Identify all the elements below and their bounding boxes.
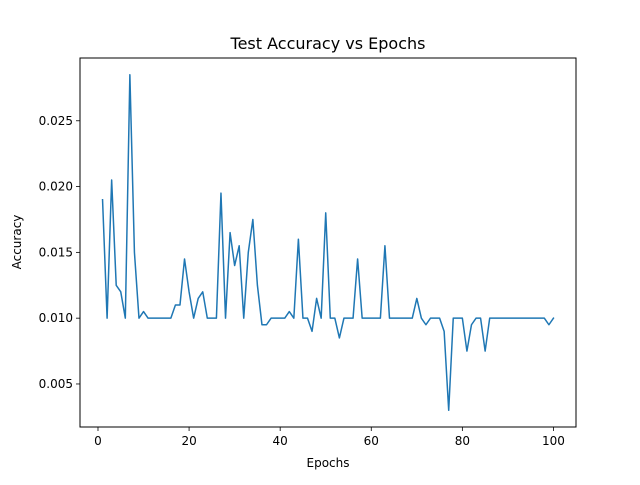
x-tick-label: 20	[181, 434, 196, 448]
x-tick-label: 100	[542, 434, 565, 448]
plot-area	[101, 73, 555, 412]
x-tick-label: 80	[455, 434, 470, 448]
x-tick-label: 40	[273, 434, 288, 448]
plot-frame	[79, 57, 577, 428]
y-tick-label: 0.005	[39, 377, 73, 391]
y-tick-label: 0.020	[39, 180, 73, 194]
y-axis-label: Accuracy	[10, 215, 24, 270]
x-tick-label: 0	[94, 434, 102, 448]
y-tick-label: 0.025	[39, 114, 73, 128]
y-tick-label: 0.015	[39, 245, 73, 259]
chart-title: Test Accuracy vs Epochs	[230, 34, 426, 53]
x-tick-label: 60	[364, 434, 379, 448]
series-line	[101, 73, 555, 412]
y-axis: 0.005 0.010 0.015 0.020 0.025	[39, 114, 80, 391]
y-tick-label: 0.010	[39, 311, 73, 325]
x-axis-label: Epochs	[307, 456, 350, 470]
x-axis: 0 20 40 60 80 100	[94, 427, 565, 448]
